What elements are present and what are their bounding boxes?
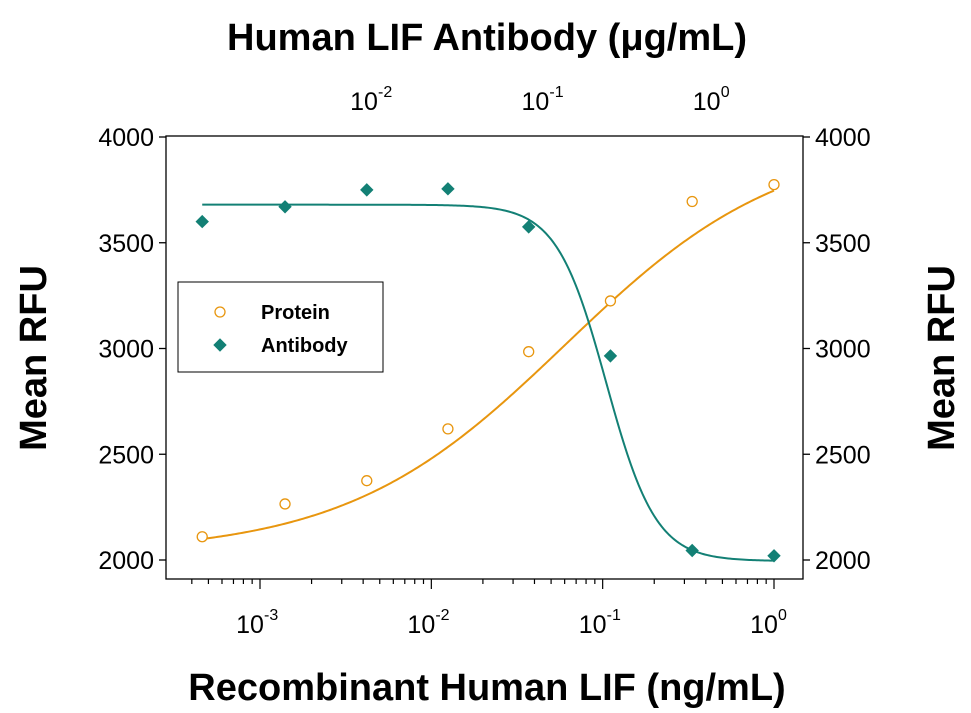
tick-layer: 2000 2000 2500 2500 3000 3000 3500 3500 4000 4000… — [98, 84, 870, 639]
top-tick-label: 10 — [693, 88, 721, 116]
protein-point — [686, 195, 698, 208]
y-tick-label-right: 3500 — [815, 230, 871, 258]
legend-box — [177, 281, 384, 373]
x-tick-label-exponent: -1 — [607, 607, 621, 624]
top-tick-label-exponent: -2 — [378, 84, 392, 101]
x-tick-label: 10 — [407, 611, 435, 639]
y-tick-label-right: 2500 — [815, 441, 871, 469]
top-axis-title: Human LIF Antibody (μg/mL) — [227, 17, 747, 59]
legend-marker-protein — [214, 306, 226, 318]
antibody-point — [767, 549, 781, 563]
protein-point — [442, 423, 454, 435]
protein-point — [523, 346, 535, 358]
antibody-point — [195, 214, 209, 229]
protein-point — [361, 475, 373, 487]
top-tick-label: 10 — [521, 88, 549, 116]
y-tick-label-left: 4000 — [98, 124, 154, 152]
fit-curves — [202, 189, 775, 562]
plot-frame — [165, 135, 804, 580]
y-axis-title-right: Mean RFU — [921, 265, 963, 451]
x-axis-title: Recombinant Human LIF (ng/mL) — [188, 667, 785, 709]
fit-curve-antibody — [202, 203, 775, 562]
data-points — [195, 178, 781, 563]
y-tick-label-left: 3500 — [98, 230, 154, 258]
x-tick-label: 10 — [579, 611, 607, 639]
antibody-point — [685, 543, 699, 558]
protein-point — [604, 295, 617, 307]
antibody-point — [441, 182, 455, 196]
top-tick-label-exponent: -1 — [549, 84, 563, 101]
protein-point — [279, 498, 291, 510]
x-tick-label: 10 — [236, 611, 264, 639]
legend-label-protein: Protein — [261, 302, 330, 324]
y-axis-title-left: Mean RFU — [13, 265, 55, 451]
y-tick-label-left: 2500 — [98, 441, 154, 469]
legend-label-antibody: Antibody — [261, 335, 349, 357]
antibody-point — [521, 220, 536, 234]
x-tick-label-exponent: -2 — [435, 607, 449, 624]
legend: Protein Antibody — [177, 281, 384, 373]
fit-curve-protein — [202, 189, 775, 541]
x-tick-label-exponent: 0 — [778, 607, 787, 624]
top-tick-label-exponent: 0 — [721, 84, 730, 101]
protein-point — [196, 531, 208, 543]
x-tick-label-exponent: -3 — [264, 607, 278, 624]
y-tick-label-right: 2000 — [815, 547, 871, 575]
x-tick-label: 10 — [750, 611, 778, 639]
y-tick-label-right: 4000 — [815, 124, 871, 152]
antibody-point — [278, 200, 292, 214]
y-tick-label-left: 2000 — [98, 547, 154, 575]
antibody-point — [603, 349, 618, 363]
top-tick-label: 10 — [350, 88, 378, 116]
legend-marker-antibody — [213, 338, 227, 352]
y-tick-label-left: 3000 — [98, 336, 154, 364]
y-tick-label-right: 3000 — [815, 336, 871, 364]
protein-point — [768, 178, 780, 191]
antibody-point — [360, 183, 374, 197]
